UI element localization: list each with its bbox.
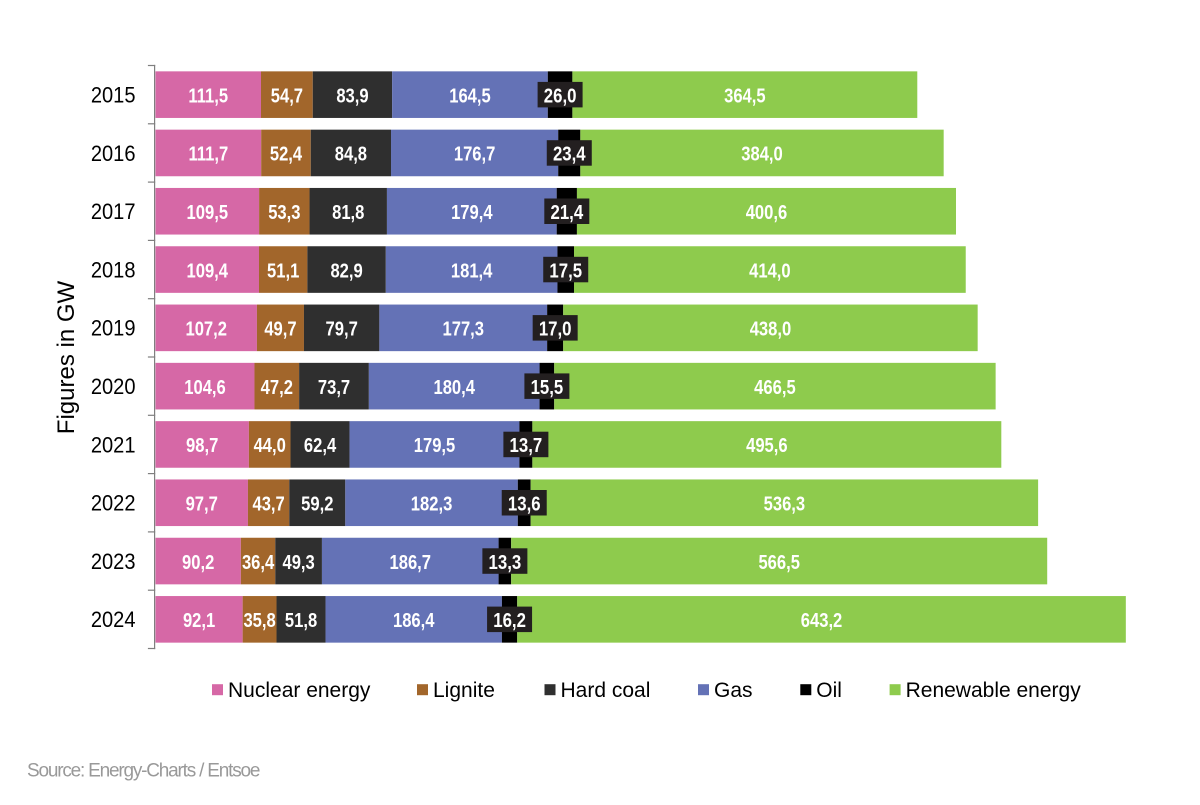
svg-text:2022: 2022 — [91, 492, 136, 516]
svg-text:2016: 2016 — [91, 142, 136, 166]
svg-text:180,4: 180,4 — [433, 375, 475, 398]
svg-text:109,4: 109,4 — [187, 259, 229, 282]
svg-text:98,7: 98,7 — [186, 434, 218, 457]
svg-text:92,1: 92,1 — [183, 609, 215, 632]
svg-text:414,0: 414,0 — [749, 259, 791, 282]
svg-text:177,3: 177,3 — [442, 317, 484, 340]
svg-text:49,7: 49,7 — [264, 317, 296, 340]
svg-text:82,9: 82,9 — [330, 259, 362, 282]
svg-text:13,7: 13,7 — [510, 434, 543, 457]
svg-text:109,5: 109,5 — [187, 201, 229, 224]
svg-text:Figures in GW: Figures in GW — [53, 280, 80, 434]
svg-text:2020: 2020 — [91, 375, 136, 399]
svg-text:62,4: 62,4 — [304, 434, 337, 457]
svg-text:73,7: 73,7 — [318, 375, 350, 398]
svg-text:179,4: 179,4 — [451, 201, 493, 224]
svg-text:438,0: 438,0 — [750, 317, 792, 340]
svg-text:466,5: 466,5 — [754, 375, 796, 398]
svg-text:181,4: 181,4 — [451, 259, 493, 282]
svg-text:51,8: 51,8 — [285, 609, 317, 632]
svg-text:13,6: 13,6 — [508, 492, 541, 515]
svg-text:83,9: 83,9 — [336, 84, 368, 107]
svg-text:35,8: 35,8 — [243, 609, 275, 632]
svg-text:2024: 2024 — [91, 608, 136, 632]
svg-text:Gas: Gas — [714, 679, 753, 702]
svg-text:13,3: 13,3 — [489, 550, 522, 573]
svg-text:179,5: 179,5 — [414, 434, 456, 457]
svg-text:Lignite: Lignite — [433, 679, 495, 702]
svg-text:384,0: 384,0 — [741, 142, 783, 165]
svg-text:47,2: 47,2 — [261, 375, 293, 398]
svg-text:16,2: 16,2 — [493, 609, 526, 632]
svg-text:400,6: 400,6 — [746, 201, 788, 224]
svg-text:97,7: 97,7 — [186, 492, 218, 515]
svg-text:107,2: 107,2 — [185, 317, 227, 340]
svg-text:84,8: 84,8 — [335, 142, 367, 165]
svg-text:17,5: 17,5 — [549, 259, 582, 282]
svg-text:54,7: 54,7 — [271, 84, 303, 107]
svg-text:23,4: 23,4 — [553, 142, 586, 165]
svg-text:Nuclear energy: Nuclear energy — [228, 679, 371, 702]
svg-text:44,0: 44,0 — [254, 434, 286, 457]
svg-text:26,0: 26,0 — [544, 84, 577, 107]
svg-text:164,5: 164,5 — [449, 84, 491, 107]
svg-text:53,3: 53,3 — [268, 201, 300, 224]
svg-text:79,7: 79,7 — [326, 317, 358, 340]
svg-text:495,6: 495,6 — [746, 434, 788, 457]
svg-text:17,0: 17,0 — [539, 317, 572, 340]
svg-text:111,7: 111,7 — [189, 142, 229, 165]
svg-text:111,5: 111,5 — [188, 84, 228, 107]
svg-text:49,3: 49,3 — [282, 550, 314, 573]
svg-text:51,1: 51,1 — [267, 259, 299, 282]
svg-text:2018: 2018 — [91, 258, 136, 282]
svg-text:2017: 2017 — [91, 200, 136, 224]
svg-text:566,5: 566,5 — [758, 550, 800, 573]
svg-text:2021: 2021 — [91, 433, 136, 457]
svg-text:Source: Energy-Charts / Entsoe: Source: Energy-Charts / Entsoe — [27, 761, 260, 782]
svg-text:364,5: 364,5 — [724, 84, 766, 107]
svg-text:15,5: 15,5 — [531, 375, 564, 398]
svg-text:643,2: 643,2 — [801, 609, 843, 632]
svg-text:2015: 2015 — [91, 84, 136, 108]
svg-text:59,2: 59,2 — [301, 492, 333, 515]
svg-text:182,3: 182,3 — [411, 492, 453, 515]
svg-text:Renewable energy: Renewable energy — [906, 679, 1082, 702]
svg-text:2023: 2023 — [91, 550, 136, 574]
svg-text:186,7: 186,7 — [390, 550, 432, 573]
svg-text:90,2: 90,2 — [182, 550, 214, 573]
svg-text:Hard coal: Hard coal — [561, 679, 651, 702]
svg-text:186,4: 186,4 — [393, 609, 435, 632]
svg-text:43,7: 43,7 — [252, 492, 284, 515]
svg-text:176,7: 176,7 — [454, 142, 496, 165]
svg-text:36,4: 36,4 — [242, 550, 275, 573]
svg-text:536,3: 536,3 — [764, 492, 806, 515]
svg-text:2019: 2019 — [91, 317, 136, 341]
svg-text:104,6: 104,6 — [184, 375, 226, 398]
svg-text:21,4: 21,4 — [550, 201, 583, 224]
svg-text:52,4: 52,4 — [270, 142, 303, 165]
svg-text:81,8: 81,8 — [332, 201, 364, 224]
svg-text:Oil: Oil — [816, 679, 842, 702]
